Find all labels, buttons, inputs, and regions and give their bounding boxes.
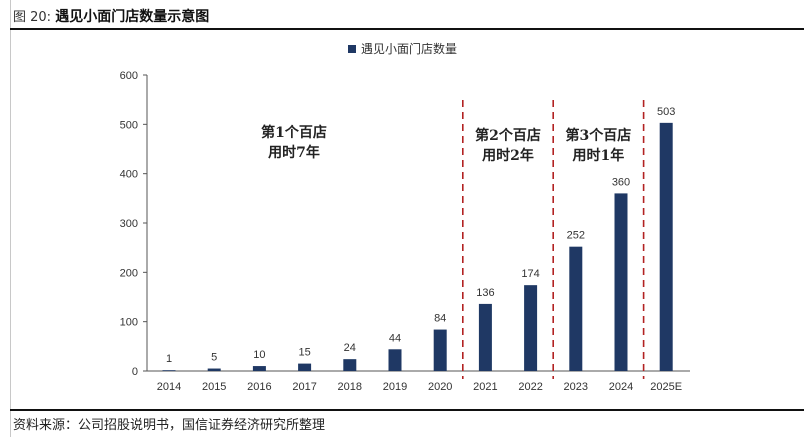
- y-tick-label: 0: [132, 366, 138, 378]
- x-tick-label: 2020: [428, 381, 452, 393]
- bar-value-label: 174: [521, 268, 539, 280]
- period-annotation: 用时7年: [268, 144, 320, 161]
- figure-title-text: 遇见小面门店数量示意图: [55, 9, 210, 25]
- bar: [659, 122, 673, 371]
- period-annotation: 用时1年: [573, 147, 625, 164]
- bar: [298, 363, 312, 371]
- bar: [388, 349, 402, 371]
- bar-value-label: 136: [476, 287, 494, 299]
- period-annotation: 用时2年: [482, 147, 534, 164]
- y-tick-label: 200: [120, 267, 138, 279]
- bar: [343, 359, 357, 371]
- x-tick-label: 2019: [383, 381, 407, 393]
- legend-label: 遇见小面门店数量: [361, 41, 457, 56]
- bar-value-label: 44: [389, 332, 401, 344]
- bar: [614, 193, 628, 371]
- legend-swatch: [348, 45, 356, 53]
- bar-value-label: 1: [166, 353, 172, 365]
- bar: [252, 366, 266, 371]
- bar-value-label: 360: [612, 176, 630, 188]
- bar-value-label: 15: [298, 347, 310, 359]
- bar: [569, 246, 583, 371]
- bar-value-label: 503: [657, 106, 675, 118]
- period-annotation: 第2个百店: [475, 127, 541, 144]
- x-tick-label: 2014: [157, 381, 181, 393]
- y-tick-label: 500: [120, 119, 138, 131]
- bar-value-label: 84: [434, 313, 446, 325]
- x-tick-label: 2022: [518, 381, 542, 393]
- bar-value-label: 10: [253, 349, 265, 361]
- bar: [478, 303, 492, 371]
- x-tick-label: 2015: [202, 381, 226, 393]
- bar: [207, 368, 221, 371]
- bar-value-label: 5: [211, 352, 217, 364]
- figure-title: 图 20: 遇见小面门店数量示意图: [13, 6, 209, 26]
- bar-value-label: 252: [567, 230, 585, 242]
- x-tick-label: 2018: [338, 381, 362, 393]
- x-tick-label: 2016: [247, 381, 271, 393]
- source-divider: [10, 409, 804, 411]
- x-tick-label: 2024: [609, 381, 633, 393]
- y-tick-label: 300: [120, 218, 138, 230]
- y-tick-label: 400: [120, 169, 138, 181]
- x-tick-label: 2023: [564, 381, 588, 393]
- source-note: 资料来源：公司招股说明书，国信证券经济研究所整理: [13, 418, 326, 433]
- bar: [433, 329, 447, 371]
- period-annotation: 第1个百店: [261, 124, 327, 141]
- period-annotation: 第3个百店: [566, 127, 632, 144]
- title-divider: [10, 28, 804, 30]
- bar: [162, 370, 176, 371]
- x-tick-label: 2025E: [650, 381, 682, 393]
- y-tick-label: 600: [120, 70, 138, 82]
- bar-value-label: 24: [344, 342, 356, 354]
- figure-number: 图 20:: [13, 10, 52, 25]
- y-tick-label: 100: [120, 317, 138, 329]
- left-border-line: [10, 0, 11, 437]
- x-tick-label: 2021: [473, 381, 497, 393]
- x-tick-label: 2017: [292, 381, 316, 393]
- bar: [524, 285, 538, 371]
